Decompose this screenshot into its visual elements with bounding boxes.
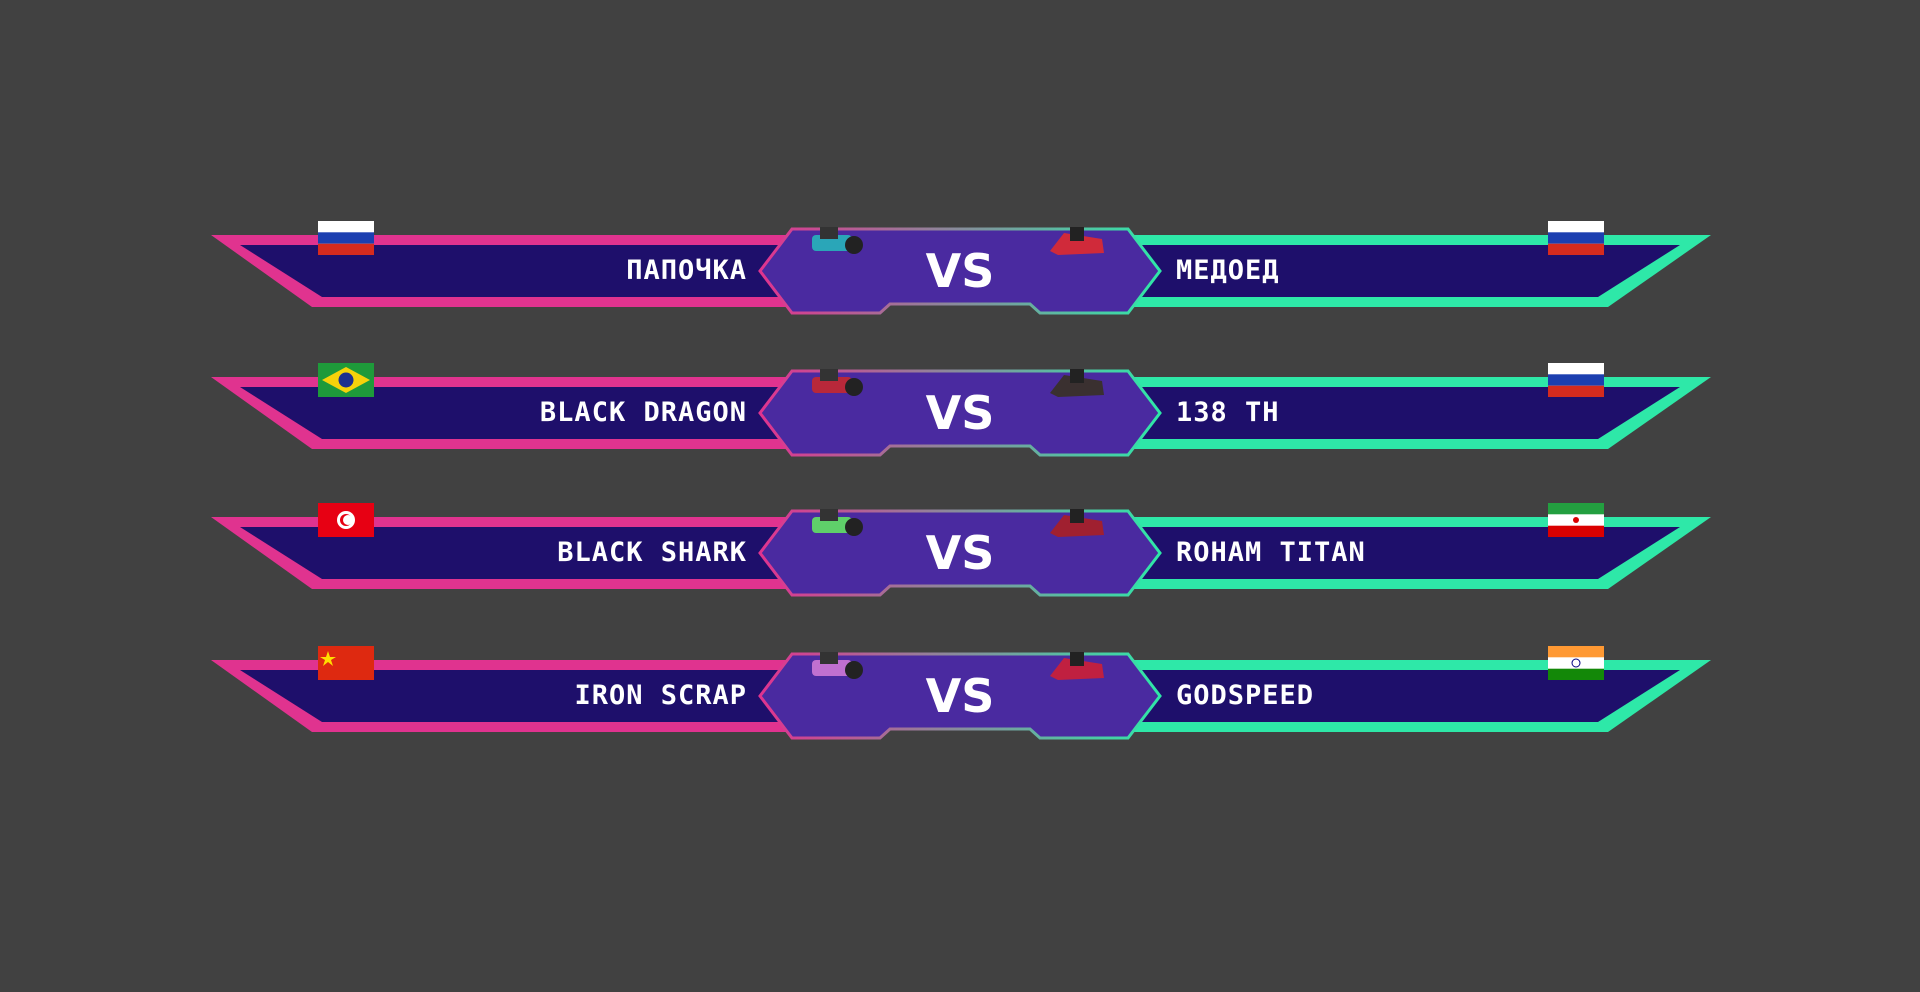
left-team-name: BLACK DRAGON [539,397,747,428]
left-team-name: ПАПОЧКА [626,255,747,286]
right-robot-icon [1050,227,1104,255]
right-team-name: 138 TH [1176,397,1280,428]
left-robot-icon [812,652,863,679]
match-row: IRON SCRAP VS GODSPEED [0,646,1920,746]
right-robot-icon [1050,509,1104,537]
left-panel [240,670,800,722]
left-panel [240,387,800,439]
brazil-flag-icon [318,363,374,397]
china-flag-icon [318,646,374,680]
vs-label: VS [925,669,995,723]
right-panel [1120,245,1680,297]
russia-flag-icon [1548,221,1604,255]
vs-label: VS [925,526,995,580]
left-team-name: IRON SCRAP [574,680,747,711]
right-robot-icon [1050,369,1104,397]
russia-flag-icon [318,221,374,255]
left-robot-icon [812,369,863,396]
iran-flag-icon [1548,503,1604,537]
tunisia-flag-icon [318,503,374,537]
match-row: BLACK SHARK VS ROHAM TITAN [0,503,1920,603]
right-panel [1120,387,1680,439]
russia-flag-icon [1548,363,1604,397]
right-panel [1120,670,1680,722]
right-panel [1120,527,1680,579]
left-panel [240,527,800,579]
right-team-name: МЕДОЕД [1176,255,1280,286]
match-row: BLACK DRAGON VS 138 TH [0,363,1920,463]
vs-label: VS [925,244,995,298]
right-team-name: ROHAM TITAN [1176,537,1366,568]
left-team-name: BLACK SHARK [557,537,747,568]
right-robot-icon [1050,652,1104,680]
match-row: ПАПОЧКА VS МЕДОЕД [0,221,1920,321]
match-banner [211,652,1711,740]
left-robot-icon [812,509,863,536]
left-robot-icon [812,227,863,254]
india-flag-icon [1548,646,1604,680]
left-panel [240,245,800,297]
vs-label: VS [925,386,995,440]
right-team-name: GODSPEED [1176,680,1315,711]
